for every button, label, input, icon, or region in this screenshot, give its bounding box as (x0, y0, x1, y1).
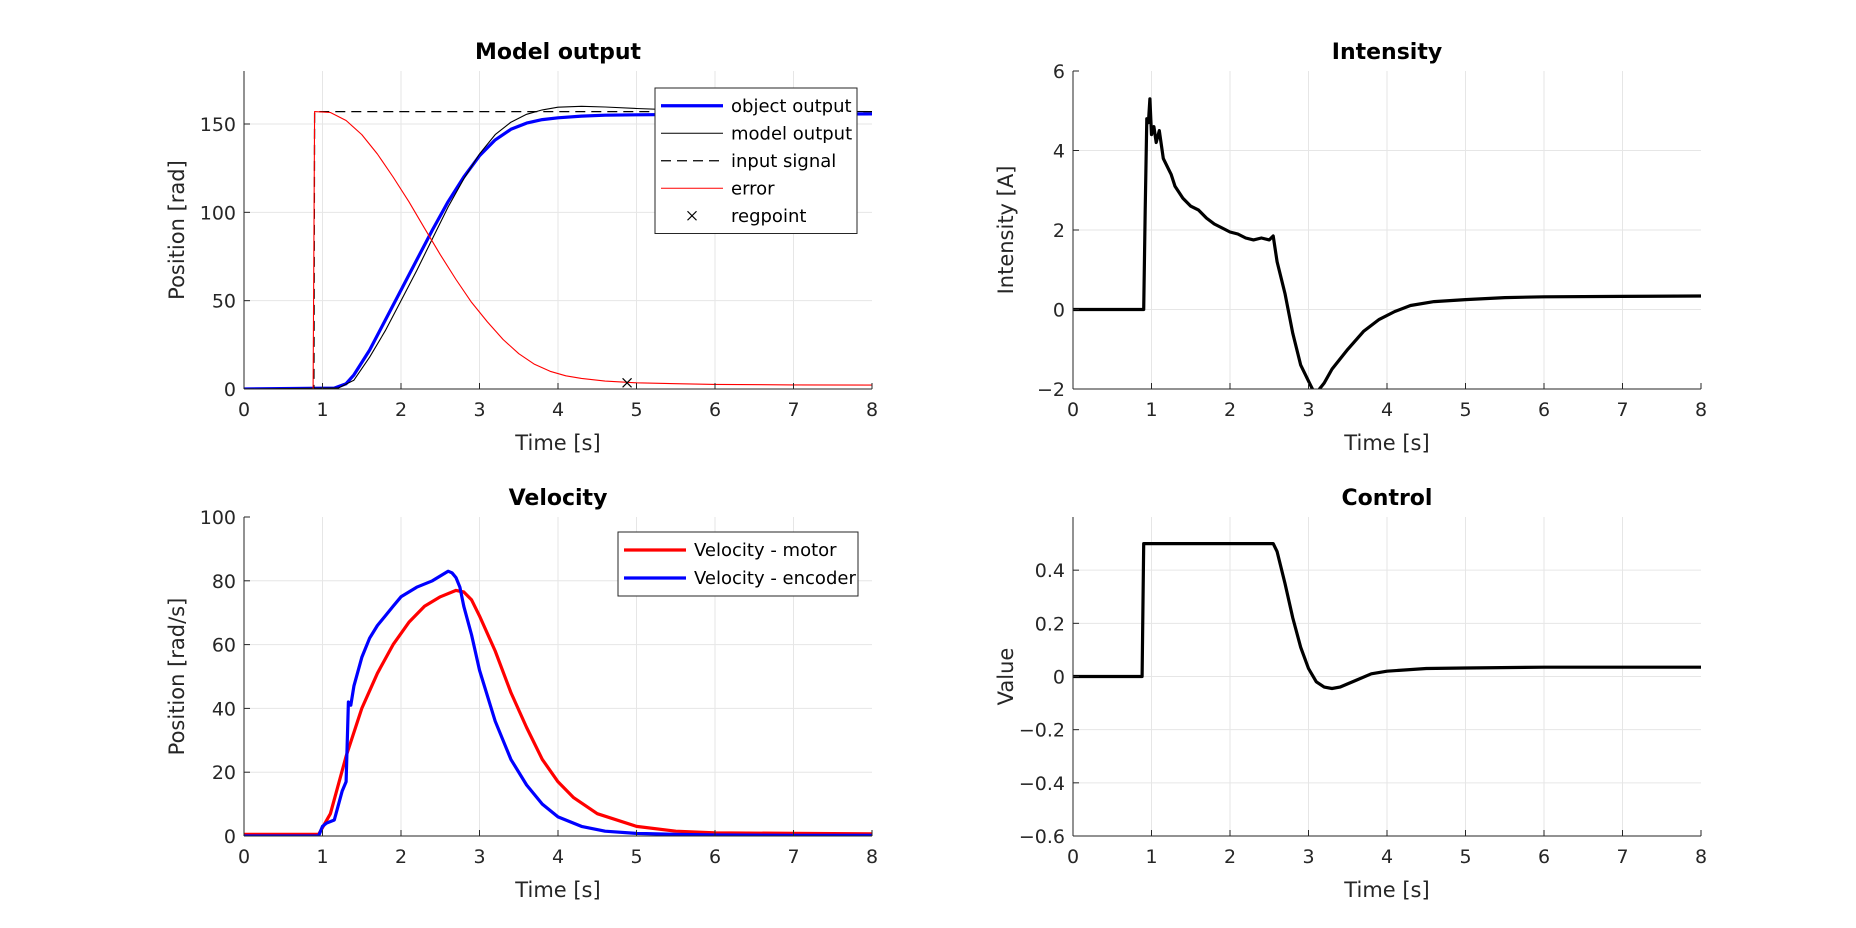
x-tick-label: 4 (552, 399, 564, 421)
x-tick-label: 4 (1381, 399, 1393, 421)
y-tick-label: 60 (212, 635, 236, 657)
x-tick-label: 1 (1145, 399, 1157, 421)
legend-entry: error (731, 178, 775, 199)
legend-marker (687, 210, 697, 221)
y-tick-label: 0 (224, 826, 236, 848)
plot-area (1073, 97, 1701, 389)
y-axis-label: Value (994, 648, 1018, 706)
y-tick-label: 100 (200, 202, 236, 224)
y-tick-label: 20 (212, 762, 236, 784)
x-tick-label: 3 (1302, 399, 1314, 421)
x-tick-label: 0 (238, 846, 250, 868)
x-tick-label: 1 (1145, 846, 1157, 868)
y-tick-label: 4 (1053, 141, 1065, 163)
x-axis-label: Time [s] (1343, 431, 1429, 455)
legend-box (654, 87, 858, 234)
chart-title: Intensity (1332, 40, 1442, 65)
y-tick-label: 6 (1053, 61, 1065, 83)
y-tick-label: 0 (1053, 667, 1065, 689)
x-tick-label: 6 (709, 399, 721, 421)
y-tick-label: 0 (224, 379, 236, 401)
y-tick-label: −0.4 (1019, 773, 1065, 795)
series-line-model-output (244, 105, 872, 389)
x-tick-label: 5 (630, 846, 642, 868)
series-line-error (244, 111, 872, 389)
y-tick-label: −0.6 (1019, 826, 1065, 848)
x-tick-label: 5 (1459, 399, 1471, 421)
y-axis-label: Position [rad] (165, 160, 189, 300)
chart-title: Model output (475, 40, 642, 65)
regpoint-marker (622, 377, 633, 388)
x-tick-label: 3 (473, 846, 485, 868)
y-tick-label: −0.2 (1019, 720, 1065, 742)
y-tick-label: 40 (212, 698, 236, 720)
x-tick-label: 2 (395, 399, 407, 421)
y-tick-label: 150 (200, 114, 236, 136)
x-tick-label: 4 (1381, 846, 1393, 868)
x-tick-label: 7 (1616, 399, 1628, 421)
x-tick-label: 7 (787, 846, 799, 868)
x-tick-label: 8 (866, 399, 878, 421)
legend-entry: object output (731, 96, 852, 117)
x-tick-label: 1 (316, 399, 328, 421)
y-tick-label: 0.4 (1035, 560, 1065, 582)
legend-entry: input signal (731, 151, 836, 172)
y-tick-label: 0.2 (1035, 613, 1065, 635)
x-tick-label: 8 (1695, 399, 1707, 421)
legend-entry: model output (731, 123, 852, 144)
plot-area (244, 105, 872, 389)
y-tick-label: 50 (212, 291, 236, 313)
chart-title: Velocity (509, 486, 608, 511)
y-tick-label: 100 (200, 507, 236, 529)
x-tick-label: 5 (630, 399, 642, 421)
legend: Velocity - motor Velocity - encoder (617, 531, 859, 597)
x-tick-label: 2 (1224, 846, 1236, 868)
x-tick-label: 8 (866, 846, 878, 868)
legend: object output model output input signal err… (654, 87, 858, 234)
plot-area (1073, 541, 1701, 691)
x-tick-label: 1 (316, 846, 328, 868)
x-tick-label: 0 (1067, 846, 1079, 868)
chart-1: 0 1 2 3 4 5 6 7 8 0 50 100 150 Model output Time [s] Po… (165, 40, 878, 455)
y-axis-label: Position [rad/s] (165, 598, 189, 756)
series-line-velocity-motor (244, 588, 872, 836)
x-tick-label: 0 (238, 399, 250, 421)
x-tick-label: 2 (1224, 399, 1236, 421)
legend-entry: Velocity - motor (694, 540, 837, 561)
x-tick-label: 8 (1695, 846, 1707, 868)
series-line-1 (1073, 97, 1701, 389)
y-tick-label: −2 (1037, 379, 1065, 401)
y-tick-label: 2 (1053, 220, 1065, 242)
legend-entry: Velocity - encoder (694, 568, 856, 589)
x-tick-label: 0 (1067, 399, 1079, 421)
series-line-object-output (244, 112, 872, 389)
x-tick-label: 2 (395, 846, 407, 868)
x-axis-label: Time [s] (514, 878, 600, 902)
x-tick-label: 6 (1538, 399, 1550, 421)
legend-entry: regpoint (731, 206, 806, 227)
legend-box (617, 531, 859, 597)
x-axis-label: Time [s] (1343, 878, 1429, 902)
x-tick-label: 6 (709, 846, 721, 868)
x-tick-label: 3 (1302, 846, 1314, 868)
y-tick-label: 0 (1053, 300, 1065, 322)
y-tick-label: 80 (212, 571, 236, 593)
chart-title: Control (1342, 486, 1433, 511)
series-line-1 (1073, 541, 1701, 691)
x-tick-label: 7 (787, 399, 799, 421)
x-tick-label: 5 (1459, 846, 1471, 868)
series-line-velocity-encoder (244, 569, 872, 836)
x-axis-label: Time [s] (514, 431, 600, 455)
x-tick-label: 7 (1616, 846, 1628, 868)
chart-4: 0 1 2 3 4 5 6 7 8 −0.6 −0.4 −0.2 0 0.2 0.4 Control Time … (994, 486, 1707, 902)
x-tick-label: 4 (552, 846, 564, 868)
x-tick-label: 6 (1538, 846, 1550, 868)
x-tick-label: 3 (473, 399, 485, 421)
y-axis-label: Intensity [A] (994, 166, 1018, 295)
plot-area (244, 569, 872, 836)
